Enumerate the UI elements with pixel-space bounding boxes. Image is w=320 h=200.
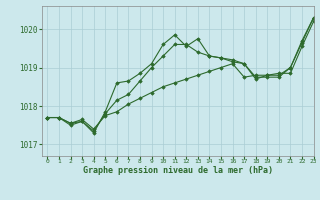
X-axis label: Graphe pression niveau de la mer (hPa): Graphe pression niveau de la mer (hPa) xyxy=(83,166,273,175)
